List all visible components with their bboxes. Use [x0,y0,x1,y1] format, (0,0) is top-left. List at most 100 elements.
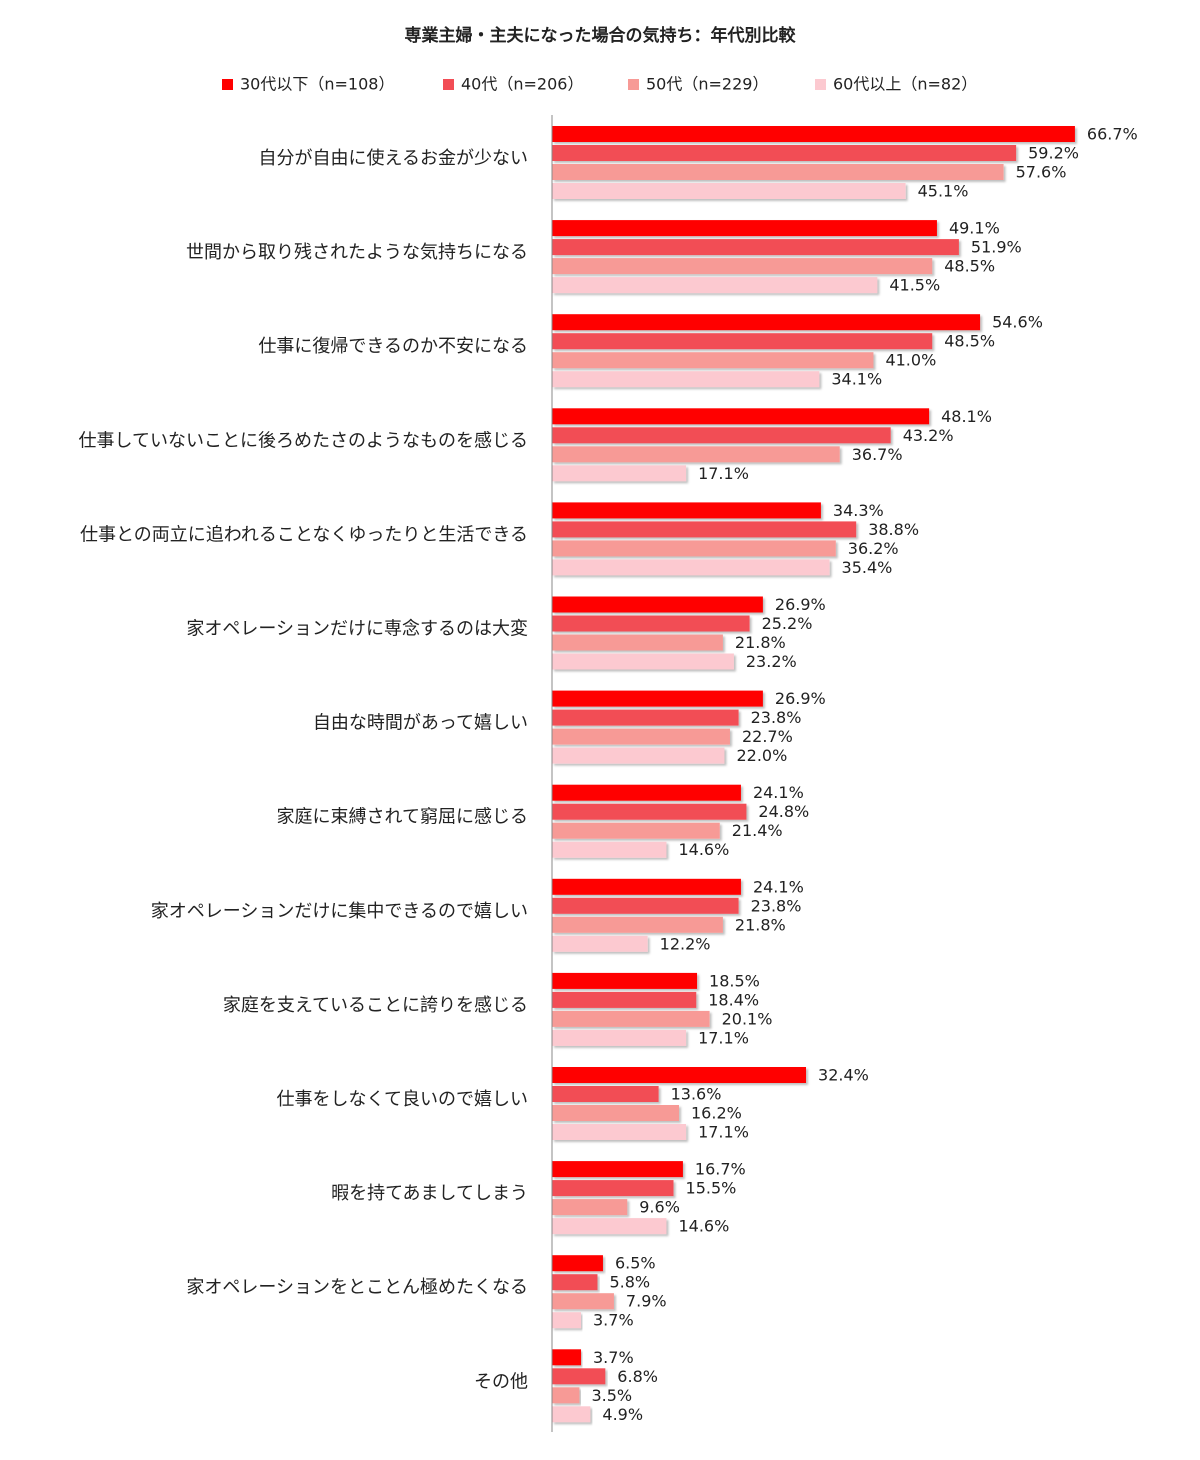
bar [552,427,891,444]
bar [552,1312,582,1329]
bar [552,371,820,388]
bar [552,164,1004,180]
data-label: 38.8% [868,520,919,539]
data-label: 7.9% [626,1292,667,1311]
category-label: その他 [474,1371,528,1392]
category-label: 家オペレーションだけに集中できるので嬉しい [151,901,528,922]
data-label: 24.1% [753,877,804,896]
data-label: 34.1% [831,370,882,389]
bar [552,145,1017,161]
data-label: 14.6% [678,840,729,859]
chart-title: 専業主婦・主夫になった場合の気持ち：年代別比較 [405,25,797,46]
data-label: 21.8% [735,915,786,934]
data-label: 17.1% [698,1028,749,1047]
bar [552,897,739,914]
data-label: 18.5% [709,971,760,990]
bar [552,709,739,726]
data-label: 3.7% [593,1348,634,1367]
bar [552,220,937,237]
data-label: 45.1% [918,182,969,201]
bar [552,126,1075,142]
data-label: 3.5% [591,1386,632,1405]
data-label: 5.8% [609,1273,650,1292]
data-label: 23.8% [751,708,802,727]
data-label: 26.9% [775,595,826,614]
bar [552,728,730,745]
category-label: 世間から取り残されたような気持ちになる [186,242,528,263]
legend-swatch [815,79,826,90]
data-label: 18.4% [708,990,759,1009]
category-label: 仕事していないことに後ろめたさのようなものを感じる [79,430,528,451]
data-label: 26.9% [775,689,826,708]
data-label: 9.6% [639,1198,680,1217]
data-label: 66.7% [1087,125,1138,144]
category-label: 仕事に復帰できるのか不安になる [258,336,528,357]
bar [552,1199,628,1216]
data-label: 21.4% [732,821,783,840]
bar [552,615,750,632]
data-label: 13.6% [671,1085,722,1104]
data-label: 24.8% [758,802,809,821]
data-label: 23.8% [751,896,802,915]
bar [552,803,747,820]
bar [552,1293,614,1310]
data-label: 17.1% [698,1123,749,1142]
bar [552,878,741,895]
data-label: 25.2% [762,614,813,633]
bar [552,972,698,989]
bar [552,991,697,1008]
data-label: 43.2% [903,426,954,445]
category-label: 仕事をしなくて良いので嬉しい [277,1089,528,1110]
category-label: 家オペレーションだけに専念するのは大変 [186,618,528,640]
data-label: 16.7% [695,1160,746,1179]
legend-swatch [628,79,639,90]
bar [552,183,906,199]
data-label: 22.0% [736,746,787,765]
bar [552,465,687,482]
category-label: 家庭を支えていることに誇りを感じる [223,995,528,1016]
bar [552,690,763,707]
legend-swatch [222,79,233,90]
bar [552,822,720,839]
data-label: 21.8% [735,633,786,652]
data-label: 41.0% [885,351,936,370]
data-label: 24.1% [753,783,804,802]
bar [552,653,734,670]
bar [552,1161,683,1178]
bar [552,634,723,651]
bar [552,784,741,801]
bar [552,333,933,350]
data-label: 36.2% [848,539,899,558]
data-label: 3.7% [593,1311,634,1330]
bar [552,1274,598,1291]
data-label: 15.5% [686,1179,737,1198]
bar [552,1010,710,1027]
data-label: 57.6% [1016,163,1067,182]
bar [552,1105,680,1121]
bar [552,1067,807,1083]
data-label: 20.1% [722,1009,773,1028]
category-label: 家庭に束縛されて窮屈に感じる [277,807,528,828]
bar [552,916,723,933]
data-label: 4.9% [602,1405,643,1424]
category-label: 自由な時間があって嬉しい [313,713,528,734]
bar [552,521,857,538]
data-label: 16.2% [691,1104,742,1123]
bar [552,1387,580,1404]
bar [552,1368,606,1385]
bar [552,841,667,858]
data-label: 23.2% [746,652,797,671]
data-label: 59.2% [1028,144,1079,163]
data-label: 12.2% [660,934,711,953]
legend-label: 30代以下（n=108） [240,75,394,94]
data-label: 49.1% [949,219,1000,238]
bar [552,314,981,331]
data-label: 14.6% [678,1217,729,1236]
bar [552,1124,687,1140]
data-label: 51.9% [971,238,1022,257]
bar [552,1218,667,1235]
data-label: 48.5% [944,332,995,351]
bar [552,1180,674,1197]
data-label: 48.5% [944,257,995,276]
